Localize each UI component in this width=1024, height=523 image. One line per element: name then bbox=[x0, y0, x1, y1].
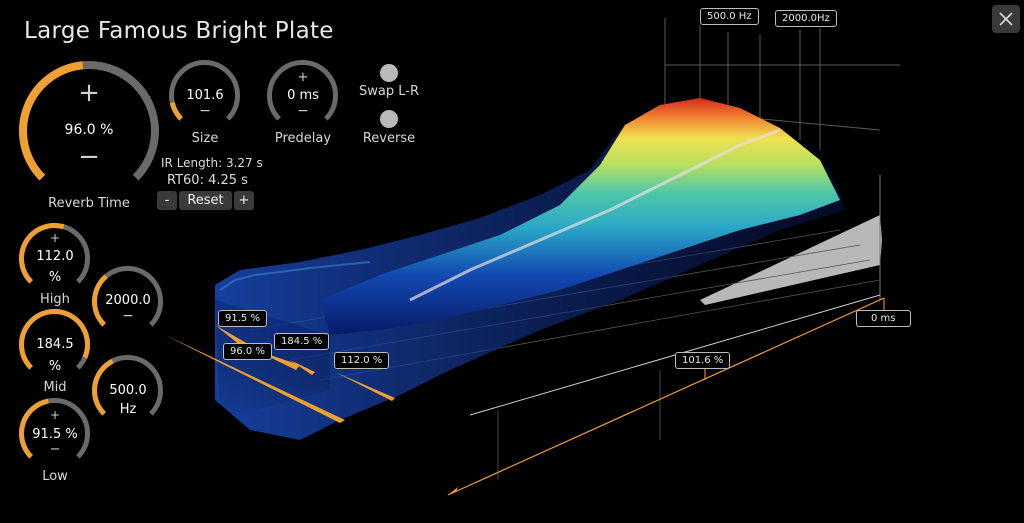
reverse-toggle[interactable] bbox=[380, 110, 398, 128]
mid-band-tag[interactable]: 184.5 % bbox=[274, 333, 330, 350]
mid-frequency-knob[interactable]: 500.0 Hz bbox=[91, 354, 165, 428]
size-label: Size bbox=[191, 131, 219, 146]
low-value: 91.5 % bbox=[32, 427, 78, 442]
knob-arc bbox=[19, 61, 159, 181]
reverb-band-tag[interactable]: 96.0 % bbox=[223, 343, 272, 360]
knob-fill bbox=[19, 398, 49, 459]
high-frequency-decrement[interactable]: − bbox=[122, 308, 134, 324]
reverb-time-value: 96.0 % bbox=[64, 122, 114, 138]
size-value: 101.6 bbox=[186, 88, 224, 103]
high-frequency-value: 2000.0 bbox=[105, 293, 151, 308]
mid-unit: % bbox=[48, 359, 62, 374]
low-label: Low bbox=[42, 469, 68, 484]
reverb-time-label: Reverb Time bbox=[48, 196, 130, 211]
freq-2000-tag: 2000.0Hz bbox=[775, 10, 837, 27]
ir-length-readout: IR Length: 3.27 s bbox=[161, 156, 263, 170]
size-decrement[interactable]: − bbox=[199, 103, 211, 119]
predelay-knob[interactable]: + 0 ms − bbox=[266, 59, 340, 133]
mid-gain-knob[interactable]: 184.5 % bbox=[18, 308, 92, 382]
swap-lr-label: Swap L-R bbox=[359, 84, 419, 99]
mid-frequency-unit: Hz bbox=[119, 402, 137, 417]
predelay-increment[interactable]: + bbox=[297, 70, 309, 85]
size-knob[interactable]: 101.6 − bbox=[168, 59, 242, 133]
low-band-tag[interactable]: 91.5 % bbox=[218, 310, 267, 327]
increment-button[interactable]: + bbox=[234, 191, 254, 210]
knob-track bbox=[169, 60, 240, 121]
close-icon bbox=[999, 12, 1013, 26]
mid-frequency-value: 500.0 bbox=[109, 383, 147, 398]
high-frequency-knob[interactable]: 2000.0 − bbox=[91, 265, 165, 339]
low-decrement[interactable]: − bbox=[49, 442, 61, 457]
knob-fill bbox=[169, 101, 184, 121]
time-zero-tag: 0 ms bbox=[856, 310, 911, 327]
knob-fill bbox=[92, 358, 114, 416]
knob-arc bbox=[267, 60, 338, 121]
reverse-label: Reverse bbox=[362, 131, 416, 146]
knob-arc bbox=[19, 223, 90, 284]
preset-title: Large Famous Bright Plate bbox=[24, 18, 334, 44]
decrement-button[interactable]: - bbox=[157, 191, 177, 210]
high-gain-knob[interactable]: + 112.0 % bbox=[18, 222, 92, 296]
knob-arc bbox=[19, 398, 90, 459]
knob-fill bbox=[19, 309, 90, 370]
spectral-surface bbox=[215, 98, 845, 440]
low-gain-knob[interactable]: + 91.5 % − bbox=[18, 397, 92, 471]
knob-arc bbox=[92, 266, 163, 327]
size-tag: 101.6 % bbox=[675, 352, 731, 369]
high-value: 112.0 bbox=[36, 249, 74, 264]
mid-value: 184.5 bbox=[36, 337, 74, 352]
high-label: High bbox=[40, 292, 70, 307]
reverb-time-increment[interactable]: + bbox=[78, 78, 100, 108]
reverb-time-decrement[interactable]: − bbox=[78, 142, 100, 172]
knob-arc bbox=[92, 355, 163, 416]
time-axis-arrow bbox=[448, 487, 458, 495]
high-increment[interactable]: + bbox=[49, 231, 61, 245]
mid-label: Mid bbox=[43, 380, 67, 395]
close-button[interactable] bbox=[992, 5, 1020, 33]
low-increment[interactable]: + bbox=[49, 408, 61, 422]
predelay-label: Predelay bbox=[274, 131, 332, 146]
knob-fill bbox=[19, 61, 84, 181]
predelay-value: 0 ms bbox=[287, 88, 319, 103]
knob-track bbox=[267, 60, 338, 121]
predelay-decrement[interactable]: − bbox=[297, 103, 309, 119]
knob-arc bbox=[19, 309, 90, 370]
knob-arc bbox=[169, 60, 240, 121]
knob-fill bbox=[19, 223, 65, 284]
knob-fill bbox=[92, 274, 108, 327]
time-axis bbox=[447, 297, 885, 496]
reset-button[interactable]: Reset bbox=[179, 191, 232, 210]
high-unit: % bbox=[48, 270, 62, 285]
reverb-time-knob[interactable]: + 96.0 % − bbox=[18, 60, 160, 202]
rt60-readout: RT60: 4.25 s bbox=[167, 173, 248, 188]
high-band-tag[interactable]: 112.0 % bbox=[334, 352, 390, 369]
freq-500-tag: 500.0 Hz bbox=[700, 8, 759, 25]
swap-lr-toggle[interactable] bbox=[380, 64, 398, 82]
